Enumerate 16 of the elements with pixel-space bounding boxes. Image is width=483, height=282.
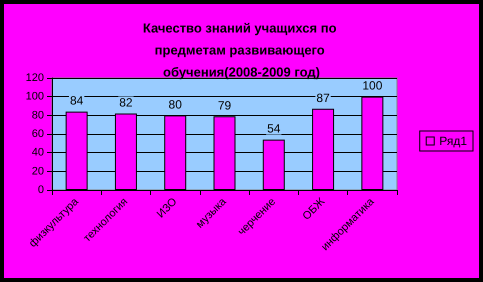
- data-label: 100: [362, 78, 383, 93]
- data-label: 80: [168, 97, 182, 112]
- data-label: 79: [218, 98, 232, 112]
- y-tick-label: 60: [32, 128, 44, 140]
- data-label: 87: [316, 90, 330, 105]
- y-tick-label: 80: [32, 109, 44, 122]
- y-tick-label: 0: [38, 184, 44, 196]
- y-tick-label: 120: [26, 72, 44, 84]
- y-tick-label: 20: [32, 165, 44, 178]
- legend-label: Ряд1: [439, 134, 468, 148]
- data-label: 82: [119, 95, 133, 110]
- chart-title: Качество знаний учащихся по предметам развивающего обучения(2008-2009 год): [142, 20, 340, 80]
- data-label: 84: [70, 94, 84, 108]
- y-tick-label: 100: [26, 90, 44, 103]
- y-tick-label: 40: [32, 146, 44, 159]
- data-label: 54: [267, 122, 281, 136]
